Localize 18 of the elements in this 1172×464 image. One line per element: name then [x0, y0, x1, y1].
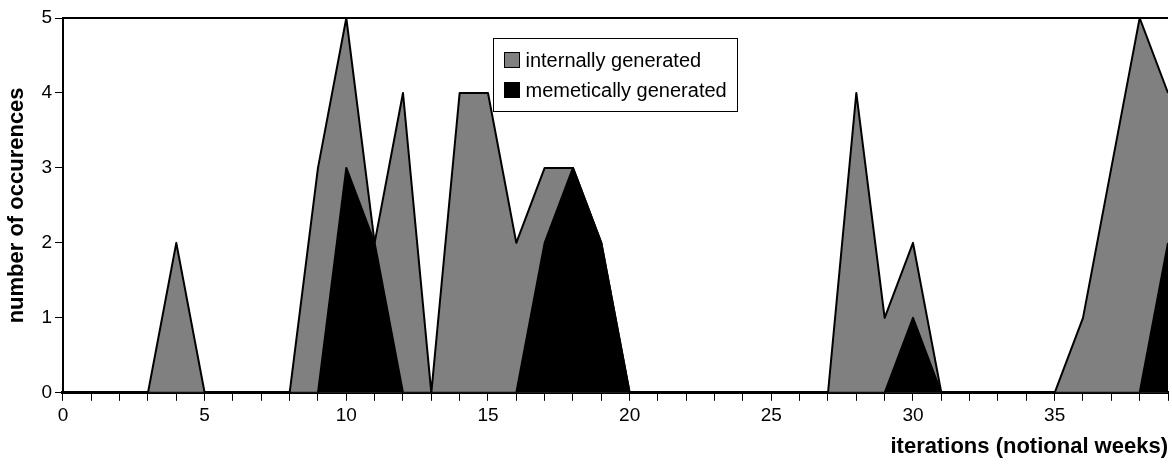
legend-label: memetically generated [525, 78, 727, 103]
y-tick-label: 3 [41, 156, 52, 178]
y-tick-label: 4 [41, 81, 53, 103]
x-tick-label: 0 [57, 404, 69, 426]
x-tick-label: 5 [199, 404, 210, 426]
y-axis-title: number of occurences [3, 87, 29, 324]
x-tick-label: 35 [1044, 404, 1066, 426]
x-tick-label: 15 [477, 404, 499, 426]
y-tick-label: 0 [41, 381, 52, 403]
x-tick-label: 10 [335, 404, 357, 426]
x-tick-label: 30 [902, 404, 924, 426]
x-axis-title: iterations (notional weeks) [890, 432, 1168, 458]
y-tick-label: 1 [41, 306, 52, 328]
y-tick-label: 5 [41, 6, 52, 28]
x-tick-label: 25 [760, 404, 782, 426]
y-tick-label: 2 [41, 231, 52, 253]
legend-label: internally generated [525, 48, 702, 73]
x-tick-label: 20 [619, 404, 641, 426]
